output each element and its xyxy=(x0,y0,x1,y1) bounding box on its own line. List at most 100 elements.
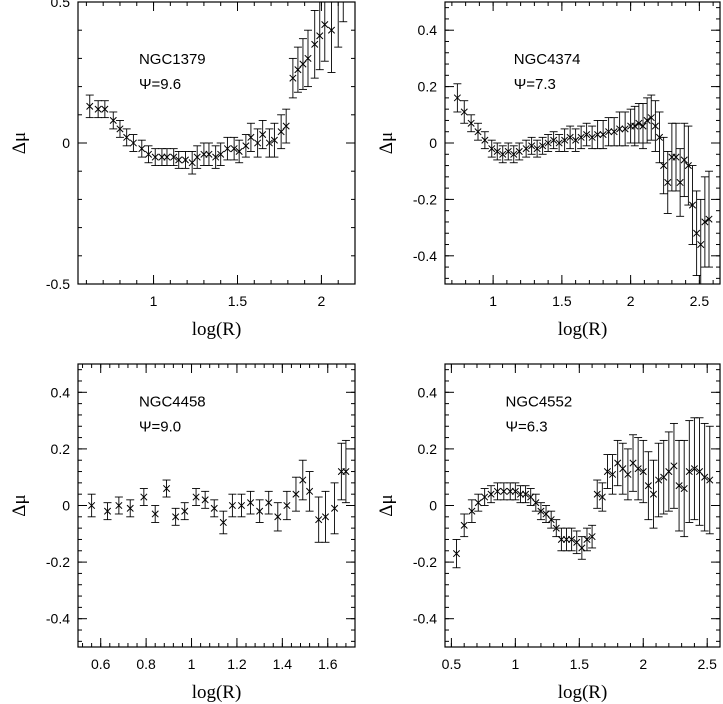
data-point xyxy=(547,516,555,524)
data-point-stroke xyxy=(672,153,680,161)
data-point xyxy=(270,136,278,144)
data-point-stroke xyxy=(675,482,683,490)
data-point-stroke xyxy=(283,501,291,510)
data-point xyxy=(593,490,601,498)
x-tick-label: 0.8 xyxy=(136,656,156,672)
data-point-stroke xyxy=(500,487,508,495)
data-point-stroke xyxy=(572,136,580,144)
data-point xyxy=(603,467,611,476)
data-point-stroke xyxy=(327,26,336,34)
data-point-stroke xyxy=(151,153,159,161)
data-point-stroke xyxy=(701,473,709,481)
data-point-stroke xyxy=(138,145,146,153)
data-point xyxy=(452,550,461,558)
panel-ngc4374: 1 1.5 2 2.5 -0.4 -0.2 0 0.2 0.4 log(R) Δμ NGC4374 Ψ=… xyxy=(376,1,721,340)
data-point xyxy=(690,465,698,473)
data-point xyxy=(695,467,704,476)
data-point-stroke xyxy=(242,142,250,150)
data-point xyxy=(235,147,243,156)
data-point xyxy=(86,102,94,110)
data-point-stroke xyxy=(603,467,611,476)
galaxy-name: NGC4458 xyxy=(139,393,206,410)
data-point-stroke xyxy=(693,229,701,237)
data-point xyxy=(706,476,714,484)
data-point-stroke xyxy=(247,133,255,141)
data-point xyxy=(247,133,255,141)
data-point xyxy=(670,462,678,470)
data-point-stroke xyxy=(635,119,643,127)
data-point xyxy=(192,493,200,501)
data-point xyxy=(511,487,519,495)
data-point xyxy=(599,130,607,139)
data-point xyxy=(453,94,461,102)
data-point-stroke xyxy=(515,147,523,156)
x-tick-label: 1.5 xyxy=(570,656,590,672)
data-point xyxy=(210,504,218,512)
data-point-stroke xyxy=(256,507,264,515)
galaxy-name: NGC1379 xyxy=(139,51,206,68)
data-point xyxy=(140,493,148,501)
data-point-stroke xyxy=(705,215,713,223)
data-point xyxy=(672,153,680,161)
x-axis-label: log(R) xyxy=(192,319,242,340)
data-point-stroke xyxy=(609,470,617,478)
data-point xyxy=(212,153,220,161)
data-point xyxy=(283,501,291,510)
x-tick-label: 1.5 xyxy=(228,293,248,309)
data-point-stroke xyxy=(172,513,180,521)
data-point-stroke xyxy=(306,487,314,495)
data-point-stroke xyxy=(192,493,200,501)
data-point xyxy=(205,150,213,158)
y-tick-label: 0.2 xyxy=(418,79,438,95)
data-point xyxy=(219,518,227,527)
data-point xyxy=(151,153,159,161)
x-axis-label: log(R) xyxy=(558,319,608,340)
y-tick-label: -0.2 xyxy=(413,191,437,207)
data-point xyxy=(316,32,324,40)
data-point xyxy=(265,139,273,147)
data-point xyxy=(635,119,643,127)
data-point-stroke xyxy=(510,150,518,158)
data-point xyxy=(138,145,146,153)
data-point xyxy=(467,119,475,127)
data-point xyxy=(629,459,637,467)
data-point-stroke xyxy=(274,513,282,521)
data-point-stroke xyxy=(292,490,300,498)
y-tick-label: -0.4 xyxy=(413,248,437,264)
data-point xyxy=(598,493,606,501)
data-point-stroke xyxy=(619,465,627,473)
y-tick-label: 0.4 xyxy=(418,384,438,400)
data-point-stroke xyxy=(544,139,552,147)
data-point xyxy=(522,145,530,153)
data-point-stroke xyxy=(616,125,624,133)
data-point-stroke xyxy=(212,153,220,161)
data-point-stroke xyxy=(304,54,312,62)
data-point xyxy=(515,147,523,156)
data-point xyxy=(256,507,264,515)
data-point xyxy=(331,504,339,512)
data-point-stroke xyxy=(665,467,673,476)
y-tick-label: 0.4 xyxy=(51,384,71,400)
data-point-stroke xyxy=(690,465,698,473)
y-tick-label: 0 xyxy=(429,135,437,151)
data-point xyxy=(162,484,171,493)
data-point-stroke xyxy=(88,501,96,510)
data-point xyxy=(504,147,512,156)
data-point-stroke xyxy=(452,550,461,558)
data-point-stroke xyxy=(583,535,591,544)
data-point-stroke xyxy=(522,145,530,153)
data-point xyxy=(676,178,684,187)
data-point xyxy=(94,105,102,113)
plot-frame xyxy=(77,1,356,285)
data-point-stroke xyxy=(193,153,201,161)
y-axis-label: Δμ xyxy=(9,494,30,516)
data-point-stroke xyxy=(109,116,117,124)
data-point-stroke xyxy=(670,462,678,470)
data-point-stroke xyxy=(566,133,574,141)
data-point xyxy=(306,487,314,495)
data-point xyxy=(116,125,124,133)
data-point-stroke xyxy=(533,145,541,153)
data-point xyxy=(460,521,468,529)
data-point-stroke xyxy=(516,490,525,498)
data-point-stroke xyxy=(537,507,545,515)
